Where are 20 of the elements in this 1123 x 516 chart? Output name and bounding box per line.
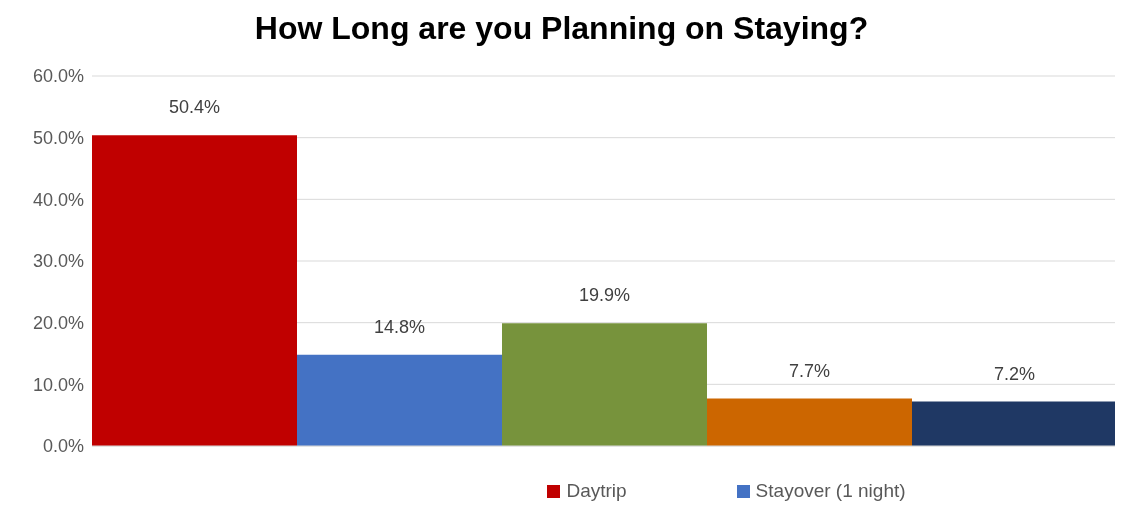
chart-title: How Long are you Planning on Staying? <box>253 9 870 48</box>
legend-label: Daytrip <box>566 480 627 502</box>
y-tick-label: 10.0% <box>32 374 84 395</box>
y-tick-label: 20.0% <box>32 313 84 334</box>
bar <box>707 398 912 446</box>
bar <box>502 323 707 446</box>
legend-label: Stayover (1 night) <box>755 480 906 502</box>
bar <box>912 401 1115 446</box>
data-label: 50.4% <box>168 97 221 118</box>
y-tick-label: 40.0% <box>32 189 84 210</box>
y-tick-label: 50.0% <box>32 128 84 149</box>
data-label: 7.7% <box>788 360 831 381</box>
y-tick-label: 0.0% <box>42 436 84 457</box>
data-label: 19.9% <box>578 285 631 306</box>
data-label: 7.2% <box>993 363 1036 384</box>
bar <box>92 135 297 446</box>
y-tick-label: 30.0% <box>32 251 84 272</box>
bar <box>297 354 502 446</box>
y-tick-label: 60.0% <box>32 66 84 87</box>
data-label: 14.8% <box>373 316 426 337</box>
